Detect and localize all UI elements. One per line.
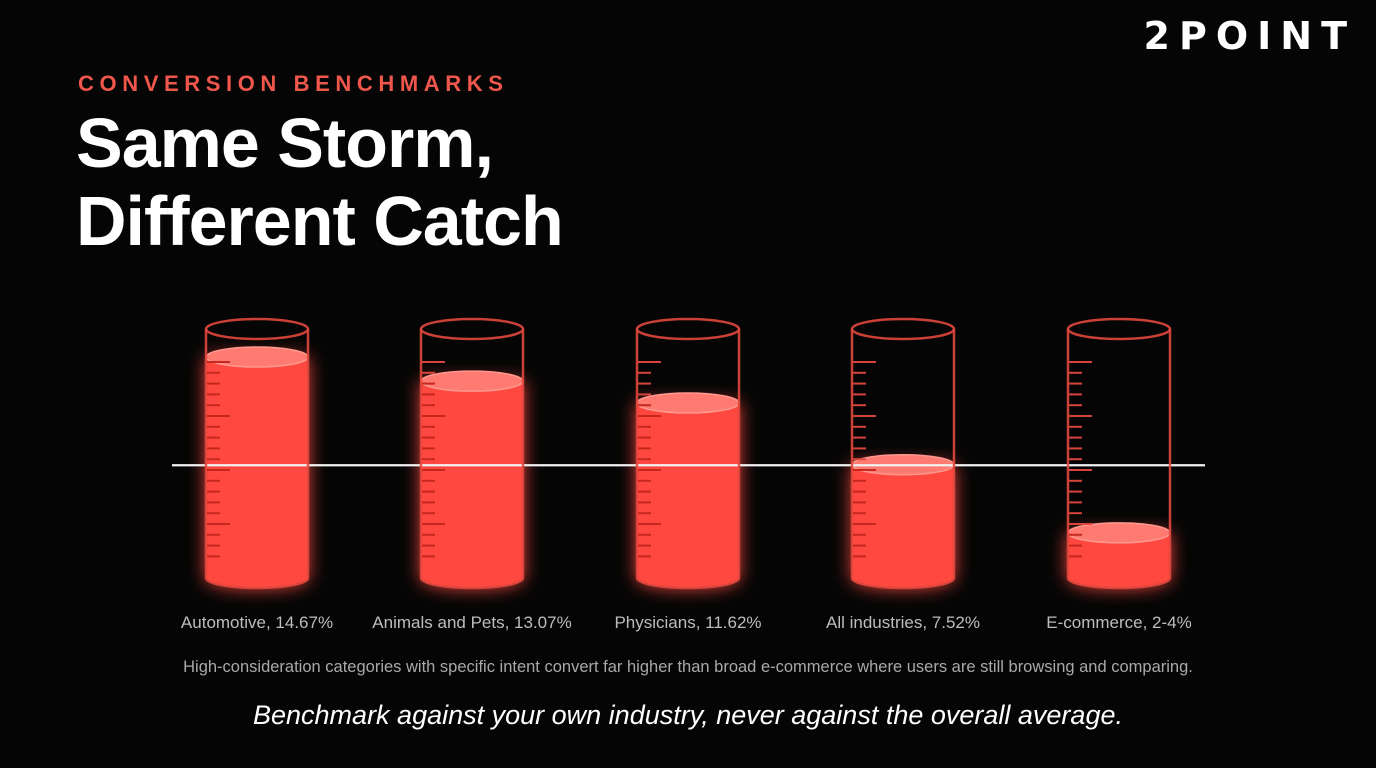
cylinder-animals-and-pets — [419, 317, 525, 590]
bar-animals-and-pets — [421, 381, 523, 588]
bar-e-commerce — [1068, 532, 1170, 588]
cylinder-all-industries — [850, 317, 956, 590]
bar-all-industries — [852, 464, 954, 588]
tick-label-all-industries: All industries, 7.52% — [826, 613, 980, 632]
bar-surface-physicians — [636, 392, 740, 414]
brand-logo: 2POINT — [1143, 14, 1356, 58]
takeaway-statement: Benchmark against your own industry, nev… — [253, 700, 1123, 730]
tick-label-e-commerce: E-commerce, 2-4% — [1046, 613, 1191, 632]
cylinder-e-commerce — [1066, 317, 1172, 590]
tick-label-automotive: Automotive, 14.67% — [181, 613, 333, 632]
headline: Same Storm, Different Catch — [76, 104, 564, 260]
bar-surface-e-commerce — [1067, 522, 1171, 544]
cylinder-automotive — [204, 317, 310, 590]
chart-caption: High-consideration categories with speci… — [183, 658, 1193, 676]
cylinder-physicians — [635, 317, 741, 590]
bar-physicians — [637, 402, 739, 588]
bar-surface-animals-and-pets — [420, 370, 524, 392]
headline-line-2: Different Catch — [76, 182, 564, 260]
bar-automotive — [206, 357, 308, 588]
tick-label-animals-and-pets: Animals and Pets, 13.07% — [372, 613, 571, 632]
eyebrow-label: CONVERSION BENCHMARKS — [78, 71, 509, 96]
tick-label-physicians: Physicians, 11.62% — [614, 613, 761, 632]
headline-line-1: Same Storm, — [76, 104, 494, 182]
bar-surface-automotive — [205, 346, 309, 368]
